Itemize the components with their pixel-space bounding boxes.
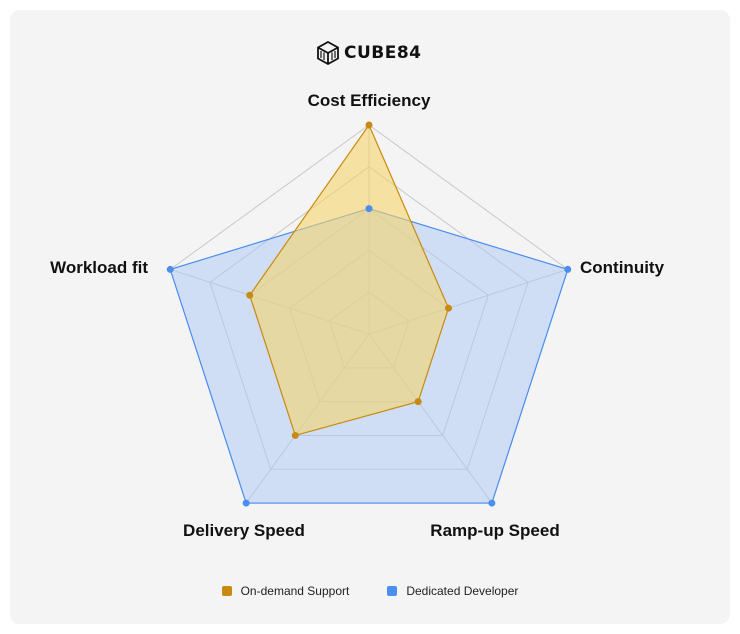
chart-legend: On-demand Support Dedicated Developer	[0, 584, 740, 598]
radar-series	[166, 121, 572, 507]
brand-name: CUBE84	[344, 43, 422, 63]
legend-swatch	[387, 586, 398, 596]
legend-label: Dedicated Developer	[406, 584, 519, 598]
data-point[interactable]	[445, 304, 453, 312]
axis-label: Delivery Speed	[183, 521, 305, 540]
data-point[interactable]	[564, 265, 572, 273]
axis-labels: Cost Efficiency Continuity Ramp-up Speed De…	[50, 91, 665, 540]
cube-logo-icon	[317, 41, 339, 65]
data-point[interactable]	[166, 265, 174, 273]
brand-logo: CUBE84	[316, 40, 422, 66]
data-point[interactable]	[242, 499, 250, 507]
axis-label: Cost Efficiency	[308, 91, 431, 110]
data-point[interactable]	[291, 431, 299, 439]
data-point[interactable]	[365, 121, 373, 129]
axis-label: Continuity	[580, 258, 665, 277]
legend-item-dedicated[interactable]: Dedicated Developer	[387, 584, 518, 598]
data-point[interactable]	[488, 499, 496, 507]
data-point[interactable]	[365, 205, 373, 213]
data-point[interactable]	[414, 398, 422, 406]
legend-swatch	[221, 586, 232, 596]
series-area-0	[249, 123, 450, 437]
data-point[interactable]	[246, 291, 254, 299]
legend-label: On-demand Support	[240, 584, 350, 598]
axis-label: Workload fit	[50, 258, 148, 277]
axis-label: Ramp-up Speed	[430, 521, 559, 540]
legend-item-on-demand[interactable]: On-demand Support	[221, 584, 350, 598]
